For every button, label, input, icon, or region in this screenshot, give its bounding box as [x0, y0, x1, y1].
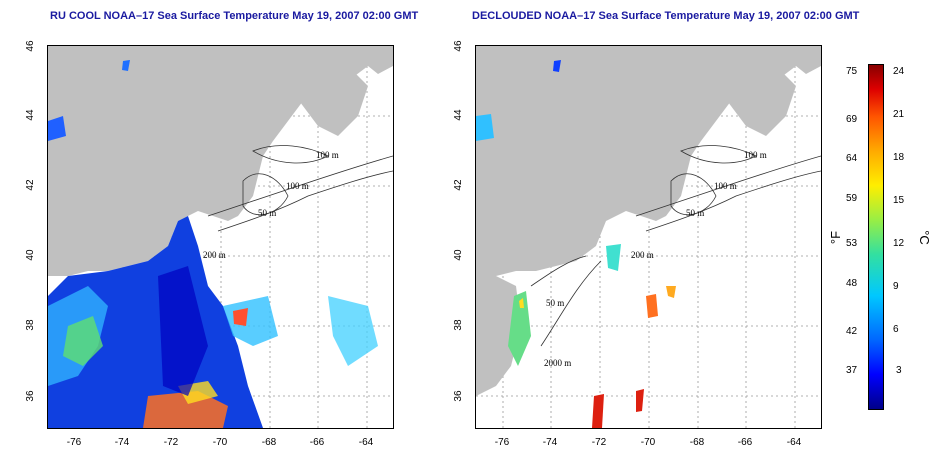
celsius-unit-label: °C [916, 230, 932, 245]
sst-patch-center [606, 244, 621, 271]
colorbar-label-f: 64 [846, 153, 858, 164]
contour-label-100m-a: 100 m [316, 150, 339, 160]
sst-warm-spot-b [666, 286, 676, 298]
y-tick: 40 [453, 249, 465, 261]
contour-label-50m-south: 50 m [546, 298, 564, 308]
colorbar-label-f: 75 [846, 66, 858, 77]
sst-small-patch [122, 60, 130, 71]
x-tick: -72 [591, 437, 607, 448]
left-map-title: RU COOL NOAA–17 Sea Surface Temperature … [50, 10, 419, 22]
sst-patch-far-east [328, 296, 378, 366]
x-tick: -72 [163, 437, 179, 448]
x-tick: -64 [786, 437, 802, 448]
contour-label-2000m: 2000 m [544, 358, 571, 368]
x-tick: -70 [212, 437, 228, 448]
sst-north-patch [48, 116, 66, 141]
y-tick: 44 [453, 109, 465, 121]
colorbar-label-c: 6 [893, 324, 899, 335]
y-tick: 42 [25, 179, 37, 191]
sst-warm-spot-a [646, 294, 658, 318]
y-tick: 36 [25, 390, 37, 402]
sst-coastal-patch [508, 291, 531, 366]
colorbar-label-c: 15 [893, 195, 905, 206]
contour-label-50m: 50 m [258, 208, 276, 218]
colorbar-label-f: 69 [846, 114, 858, 125]
contour-lines [530, 145, 821, 347]
right-sst-map: 100 m 100 m 50 m 200 m 50 m 2000 m [475, 45, 822, 429]
colorbar-label-c: 3 [896, 365, 902, 376]
y-tick: 46 [453, 40, 465, 52]
right-map-title: DECLOUDED NOAA–17 Sea Surface Temperatur… [472, 10, 860, 22]
x-tick: -76 [494, 437, 510, 448]
sst-patch-east [223, 296, 278, 346]
colorbar-label-f: 59 [846, 193, 858, 204]
left-sst-map: 100 m 100 m 50 m 200 m [47, 45, 394, 429]
x-tick: -68 [689, 437, 705, 448]
colorbar-label-f: 48 [846, 278, 858, 289]
fahrenheit-unit-label: °F [828, 230, 844, 245]
contour-label-100m-a: 100 m [744, 150, 767, 160]
land-nova-scotia [716, 64, 796, 136]
contour-label-100m-b: 100 m [286, 181, 309, 191]
colorbar-label-c: 18 [893, 152, 905, 163]
sst-patch-main [48, 216, 263, 428]
y-tick: 42 [453, 179, 465, 191]
x-tick: -76 [66, 437, 82, 448]
colorbar-label-c: 21 [893, 109, 905, 120]
contour-label-200m: 200 m [631, 250, 654, 260]
sst-hot-spot-a [592, 394, 604, 428]
sst-coastal-warm [519, 298, 524, 308]
x-tick: -74 [114, 437, 130, 448]
contour-lines [207, 145, 393, 232]
x-tick: -74 [542, 437, 558, 448]
sst-cold-core [158, 266, 208, 396]
land-nova-scotia [288, 64, 368, 136]
colorbar-label-c: 12 [893, 238, 905, 249]
y-tick: 38 [453, 319, 465, 331]
colorbar-label-f: 53 [846, 238, 858, 249]
sst-north-patch [476, 114, 494, 141]
x-tick: -64 [358, 437, 374, 448]
sst-hot-spot-b [636, 389, 644, 412]
y-tick: 44 [25, 109, 37, 121]
contour-label-50m: 50 m [686, 208, 704, 218]
contour-label-200m: 200 m [203, 250, 226, 260]
contour-label-100m-b: 100 m [714, 181, 737, 191]
colorbar-label-c: 24 [893, 66, 905, 77]
y-tick: 38 [25, 319, 37, 331]
y-tick: 46 [25, 40, 37, 52]
sst-small-patch [553, 60, 561, 72]
land-coast-south [476, 276, 521, 396]
x-tick: -66 [309, 437, 325, 448]
colorbar-label-f: 37 [846, 365, 858, 376]
x-tick: -66 [737, 437, 753, 448]
temperature-colorbar [868, 64, 884, 410]
y-tick: 36 [453, 390, 465, 402]
colorbar-label-c: 9 [893, 281, 899, 292]
sst-hot-spot [233, 308, 248, 326]
colorbar-label-f: 42 [846, 326, 858, 337]
x-tick: -68 [261, 437, 277, 448]
y-tick: 40 [25, 249, 37, 261]
sst-green-patch [63, 316, 103, 366]
x-tick: -70 [640, 437, 656, 448]
sst-red-patch [143, 391, 228, 428]
